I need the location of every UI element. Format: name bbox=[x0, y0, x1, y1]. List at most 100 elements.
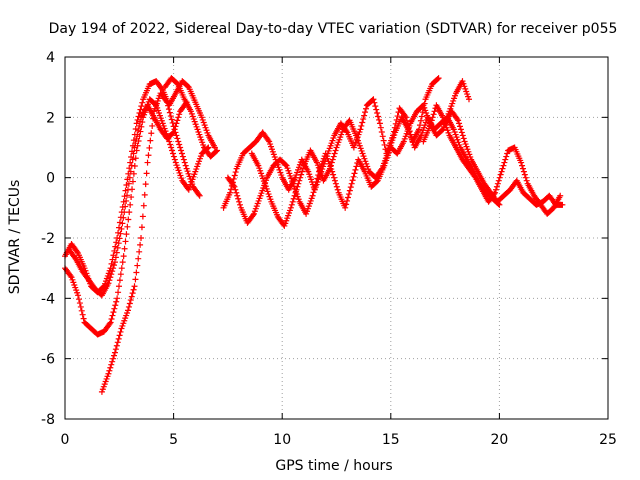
data-point bbox=[174, 80, 181, 87]
data-point bbox=[345, 191, 352, 198]
data-point bbox=[131, 144, 138, 151]
data-point bbox=[232, 186, 239, 193]
x-axis-label: GPS time / hours bbox=[275, 458, 392, 474]
data-point bbox=[108, 271, 115, 278]
data-point bbox=[148, 130, 155, 137]
data-point bbox=[299, 168, 306, 175]
data-point bbox=[110, 355, 117, 362]
data-point bbox=[381, 141, 388, 148]
data-point bbox=[74, 248, 81, 255]
data-point bbox=[499, 165, 506, 172]
data-point bbox=[111, 259, 118, 266]
grid bbox=[65, 57, 608, 419]
series-track-e bbox=[161, 75, 221, 160]
data-point bbox=[521, 171, 528, 178]
data-point bbox=[342, 204, 349, 211]
data-point bbox=[119, 220, 126, 227]
data-point bbox=[430, 111, 437, 118]
data-point bbox=[493, 183, 500, 190]
data-point bbox=[372, 103, 379, 110]
data-point bbox=[111, 349, 118, 356]
data-point bbox=[418, 113, 425, 120]
data-point bbox=[138, 235, 145, 241]
data-point bbox=[149, 122, 156, 129]
x-tick-label: 0 bbox=[61, 432, 70, 448]
data-point bbox=[314, 175, 321, 182]
data-point bbox=[296, 177, 303, 184]
data-point bbox=[373, 178, 380, 185]
data-point bbox=[128, 194, 135, 201]
data-point bbox=[135, 127, 142, 134]
data-point bbox=[122, 238, 129, 245]
data-point bbox=[75, 292, 82, 299]
data-point bbox=[107, 274, 114, 281]
data-point bbox=[498, 168, 505, 175]
data-point bbox=[132, 155, 139, 162]
data-point bbox=[165, 102, 172, 109]
data-point bbox=[71, 254, 78, 261]
data-point bbox=[119, 259, 126, 266]
data-point bbox=[332, 147, 339, 154]
data-point bbox=[176, 111, 183, 118]
data-point bbox=[108, 361, 115, 368]
data-point bbox=[343, 128, 350, 135]
data-point bbox=[115, 289, 122, 296]
data-point bbox=[176, 141, 183, 148]
data-point bbox=[233, 189, 240, 196]
data-point bbox=[136, 122, 143, 129]
data-point bbox=[137, 118, 144, 125]
data-point bbox=[297, 174, 304, 181]
data-point bbox=[140, 202, 147, 209]
data-point bbox=[456, 120, 463, 127]
data-point bbox=[330, 153, 337, 160]
data-point bbox=[457, 126, 464, 133]
data-point bbox=[230, 182, 237, 189]
data-point bbox=[184, 83, 191, 90]
y-tick-label: -4 bbox=[41, 291, 55, 307]
data-point bbox=[312, 182, 319, 189]
data-point bbox=[118, 265, 125, 272]
data-point bbox=[291, 192, 298, 199]
data-point bbox=[171, 156, 178, 163]
data-point bbox=[360, 116, 367, 123]
data-point bbox=[79, 311, 86, 318]
data-point bbox=[350, 173, 357, 180]
data-point bbox=[234, 192, 241, 199]
data-point bbox=[134, 262, 141, 269]
data-point bbox=[434, 75, 441, 82]
data-point bbox=[136, 248, 143, 255]
data-point bbox=[459, 132, 466, 139]
data-point bbox=[331, 174, 338, 181]
data-point bbox=[126, 174, 133, 181]
data-point bbox=[427, 120, 434, 127]
data-point bbox=[112, 302, 119, 309]
data-point bbox=[362, 109, 369, 116]
data-point bbox=[311, 185, 318, 192]
data-point bbox=[237, 201, 244, 208]
data-point bbox=[504, 150, 511, 157]
data-point bbox=[120, 214, 127, 221]
data-point bbox=[177, 144, 184, 151]
data-point bbox=[379, 133, 386, 140]
data-point bbox=[135, 255, 142, 262]
data-point bbox=[139, 99, 146, 106]
data-point bbox=[334, 186, 341, 193]
data-point bbox=[143, 170, 150, 177]
data-point bbox=[348, 180, 355, 187]
data-point bbox=[174, 117, 181, 124]
y-tick-label: -2 bbox=[41, 231, 55, 247]
data-point bbox=[520, 168, 527, 175]
data-point bbox=[232, 169, 239, 176]
data-point bbox=[522, 174, 529, 181]
data-point bbox=[179, 153, 186, 160]
data-point bbox=[170, 153, 177, 160]
data-point bbox=[174, 135, 181, 142]
y-tick-label: -8 bbox=[41, 412, 55, 428]
data-point bbox=[519, 165, 526, 172]
data-point bbox=[142, 181, 149, 188]
data-point bbox=[329, 156, 336, 163]
series-track-j bbox=[442, 108, 566, 208]
data-point bbox=[127, 159, 134, 166]
